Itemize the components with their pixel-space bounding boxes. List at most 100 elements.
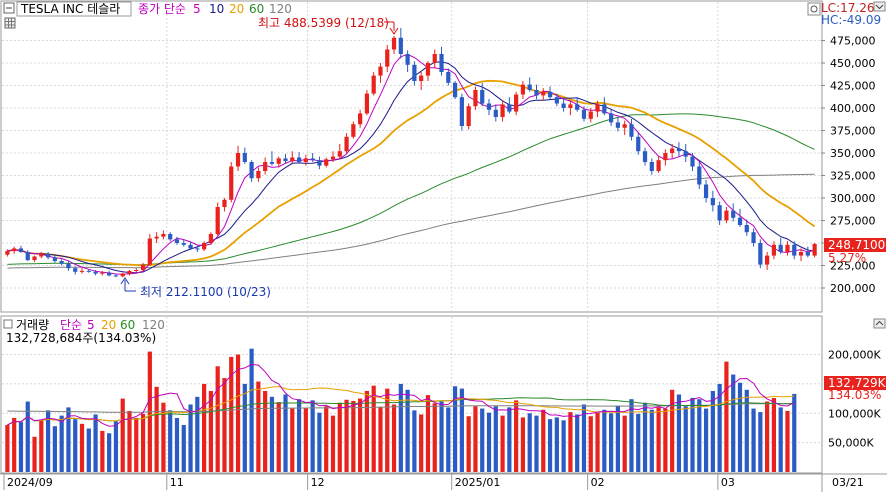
grid-lines [2,2,821,473]
volume-bar [45,410,51,472]
volume-bar [161,402,166,472]
volume-bar [703,408,709,472]
candle-body [378,66,383,76]
candle-body [602,104,607,114]
candle-body [398,37,403,54]
last-price-tag [824,238,886,252]
vol-ma20-label[interactable]: 20 [101,318,116,332]
volume-bar [778,407,783,472]
chart-settings-icon[interactable] [807,2,821,16]
volume-bar [140,413,146,472]
price-tick-label: 400,000 [830,102,876,115]
volume-bar [303,407,308,472]
top-panel-button[interactable] [873,1,886,12]
ma20-label[interactable]: 20 [229,2,244,16]
volume-bar [113,421,119,472]
volume-bar [758,412,763,472]
candle-body [59,261,64,264]
candle-body [249,162,254,179]
candle-body [697,166,702,185]
date-tick-label: 2024/09 [7,476,53,489]
ma120-label[interactable]: 120 [269,2,292,16]
candle-body [581,109,587,119]
vol-ma120-label[interactable]: 120 [142,318,165,332]
volume-bar [507,407,512,472]
ma60-label[interactable]: 60 [249,2,264,16]
candle-body [629,124,634,137]
volume-bar [283,394,288,472]
volume-bar [32,436,37,472]
candle-body [39,253,44,257]
volume-bar [554,417,559,472]
candle-body [405,54,410,65]
ma-indicator-label: 종가 단순 [138,2,186,16]
candle-body [676,148,682,152]
date-tick-label: 03 [721,476,735,489]
volume-bar [168,410,173,472]
candle-body [541,91,546,96]
volume-bar [622,415,627,472]
volume-bar [310,400,315,472]
ma5-label[interactable]: 5 [193,2,201,16]
ma10-label[interactable]: 10 [209,2,224,16]
candle-body [215,207,220,234]
candle-body [690,156,695,167]
candle-body [446,72,451,83]
volume-bar [344,399,349,472]
candle-body [527,84,532,90]
candle-body [235,153,241,167]
vol-ma120-line [7,402,795,413]
volume-bar [188,404,193,472]
candle-body [459,97,464,126]
volume-bar [181,425,186,472]
candle-body [222,199,227,207]
candle-body [480,90,485,104]
candle-body [771,244,777,256]
volume-bar [202,383,207,472]
price-tick-label: 225,000 [830,260,876,273]
candle-body [656,160,661,171]
volume-bar [642,402,648,472]
price-tick-label: 425,000 [830,80,876,93]
min-arrow-icon [120,277,130,285]
candle-body [432,54,437,63]
volume-bar [290,408,295,472]
candle-body [45,253,51,258]
candle-body [385,49,390,67]
volume-tick-label: 100,000K [828,407,881,420]
volume-bar [697,399,702,472]
vol-ma60-label[interactable]: 60 [120,318,135,332]
volume-title: 거래량 [16,318,49,332]
candle-body [195,248,200,250]
candle-body [805,252,810,256]
volume-bar [100,430,105,472]
volume-bar [18,422,24,472]
candle-body [419,75,424,81]
symbol-box[interactable] [16,1,132,17]
candle-body [303,158,308,162]
volume-toggle-icon[interactable] [3,319,13,329]
table-icon[interactable] [4,17,16,29]
symbol-name: TESLA INC 테슬라 [20,2,120,16]
candle-body [636,136,641,152]
volume-bar [520,417,526,472]
last-change-value: 5.27% [828,251,866,265]
volume-bar [242,383,247,472]
candle-body [140,264,146,270]
volume-bar [127,410,132,472]
volume-bar [541,409,546,472]
volume-bar [215,366,220,472]
volume-bar [744,389,749,472]
panel-scroll-button[interactable] [873,318,886,329]
volume-bar [52,426,57,472]
candle-body [93,271,98,274]
candle-body [507,104,512,112]
hc-readout: HC:-49.09 [821,13,881,27]
volume-bar [561,420,566,472]
vol-ma5-label[interactable]: 5 [87,318,95,332]
volume-bar [527,413,532,472]
candle-body [744,225,749,233]
candle-body [554,97,559,104]
volume-bar [670,389,675,472]
